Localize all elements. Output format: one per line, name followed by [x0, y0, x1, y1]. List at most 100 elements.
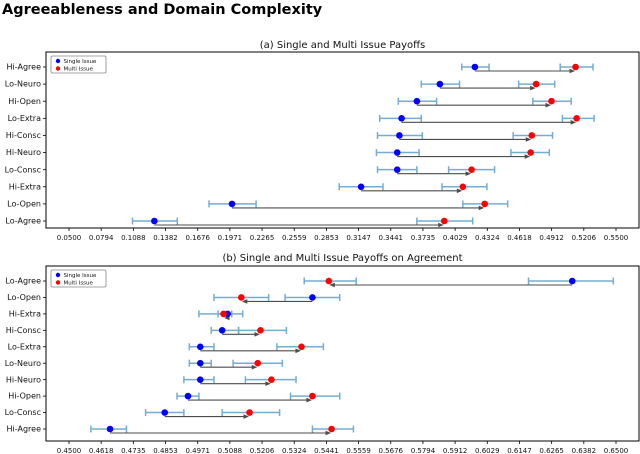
change-arrow-head [325, 430, 332, 436]
change-arrow-head [438, 222, 444, 228]
x-tick-label: 0.2265 [250, 234, 275, 242]
category-label-lo-extra: Lo-Extra [8, 342, 41, 351]
category-label-hi-consc: Hi-Consc [6, 326, 41, 335]
x-tick-label: 0.3147 [346, 234, 371, 242]
x-tick-label: 0.6029 [475, 447, 500, 454]
multi-issue-point [528, 132, 536, 139]
x-tick-label: 0.5206 [572, 234, 597, 242]
page-title: Agreeableness and Domain Complexity [2, 2, 323, 18]
x-tick-label: 0.4853 [153, 447, 178, 454]
category-label-hi-neuro: Hi-Neuro [6, 148, 41, 157]
category-label-lo-open: Lo-Open [7, 293, 41, 302]
axes-border-a [45, 51, 640, 229]
multi-issue-point [257, 327, 264, 334]
x-tick-label: 0.4735 [121, 447, 146, 454]
multi-issue-point [527, 149, 534, 156]
x-tick-label: 0.1676 [185, 234, 210, 242]
x-tick-label: 0.5500 [604, 234, 629, 242]
legend-label-single: Single Issue [64, 59, 97, 65]
x-tick-label: 0.4029 [443, 234, 468, 242]
category-label-hi-extra: Hi-Extra [9, 182, 41, 191]
legend-marker-multi [55, 66, 61, 71]
single-issue-point [184, 392, 192, 400]
category-label-hi-extra: Hi-Extra [9, 309, 41, 318]
x-tick-label: 0.0500 [57, 234, 82, 242]
single-issue-point [357, 183, 365, 191]
multi-issue-point [298, 343, 305, 351]
x-tick-label: 0.3735 [411, 234, 436, 242]
single-issue-point [393, 166, 401, 173]
category-label-lo-agree: Lo-Agree [5, 217, 41, 226]
multi-issue-point [268, 376, 275, 383]
multi-issue-point [254, 359, 262, 367]
x-tick-label: 0.5088 [218, 447, 243, 454]
change-arrow-head [530, 85, 536, 91]
multi-issue-point [238, 294, 245, 301]
category-label-hi-open: Hi-Open [8, 392, 41, 401]
legend-marker-single [55, 272, 61, 278]
multi-issue-point [573, 115, 580, 122]
change-arrow-head [465, 171, 472, 176]
x-tick-label: 0.5912 [443, 447, 468, 454]
category-label-hi-open: Hi-Open [8, 97, 41, 106]
single-issue-point [228, 200, 236, 208]
multi-issue-point [440, 217, 448, 225]
legend-box [50, 55, 107, 74]
change-arrow-head [456, 188, 463, 194]
change-arrow-head [241, 299, 248, 304]
x-tick-label: 0.6382 [572, 447, 597, 454]
x-tick-label: 0.4618 [507, 234, 532, 242]
x-tick-label: 0.4618 [89, 447, 114, 454]
single-issue-point [151, 217, 158, 225]
x-tick-label: 0.4324 [475, 234, 500, 242]
category-label-lo-open: Lo-Open [7, 199, 41, 208]
single-issue-point [398, 115, 405, 122]
change-arrow-head [569, 68, 576, 74]
change-arrow-head [254, 332, 260, 337]
single-issue-point [568, 277, 576, 285]
x-tick-label: 0.5794 [411, 447, 436, 454]
category-label-hi-neuro: Hi-Neuro [6, 375, 41, 384]
change-arrow-head [525, 137, 532, 142]
category-label-hi-consc: Hi-Consc [6, 131, 41, 140]
multi-issue-point [220, 310, 227, 318]
category-label-lo-neuro: Lo-Neuro [5, 80, 41, 89]
x-tick-label: 0.6147 [507, 447, 532, 454]
multi-issue-point [481, 200, 489, 208]
x-tick-label: 0.4500 [57, 447, 82, 454]
single-issue-point [196, 359, 204, 367]
single-issue-point [393, 149, 401, 156]
legend-label-single: Single Issue [64, 273, 97, 279]
x-tick-label: 0.2559 [282, 234, 307, 242]
single-issue-point [413, 97, 421, 105]
change-arrow-head [243, 414, 250, 419]
multi-issue-point [328, 425, 335, 433]
x-tick-label: 0.5441 [314, 447, 339, 454]
x-tick-label: 0.5676 [379, 447, 404, 454]
category-label-hi-agree: Hi-Agree [7, 63, 42, 72]
legend-marker-single [55, 58, 61, 64]
multi-issue-point [468, 166, 475, 173]
single-issue-point [309, 294, 316, 301]
change-arrow-head [570, 120, 577, 125]
change-arrow-head [545, 102, 551, 108]
x-tick-label: 0.3441 [379, 234, 404, 242]
category-label-lo-consc: Lo-Consc [5, 408, 41, 417]
change-arrow-head [524, 154, 531, 159]
single-issue-point [436, 80, 444, 88]
change-arrow-head [306, 397, 312, 403]
legend-label-multi: Multi Issue [64, 67, 94, 73]
x-tick-label: 0.5206 [250, 447, 275, 454]
subplot-title-b: (b) Single and Multi Issue Payoffs on Ag… [222, 253, 462, 264]
change-arrow-head [329, 282, 335, 288]
multi-issue-point [532, 80, 540, 88]
axes-border-b [45, 265, 640, 442]
legend-label-multi: Multi Issue [64, 281, 94, 287]
x-tick-label: 0.4912 [539, 234, 564, 242]
x-tick-label: 0.1088 [121, 234, 146, 242]
legend-box [50, 269, 107, 288]
single-issue-point [196, 376, 204, 383]
single-issue-point [106, 425, 114, 433]
